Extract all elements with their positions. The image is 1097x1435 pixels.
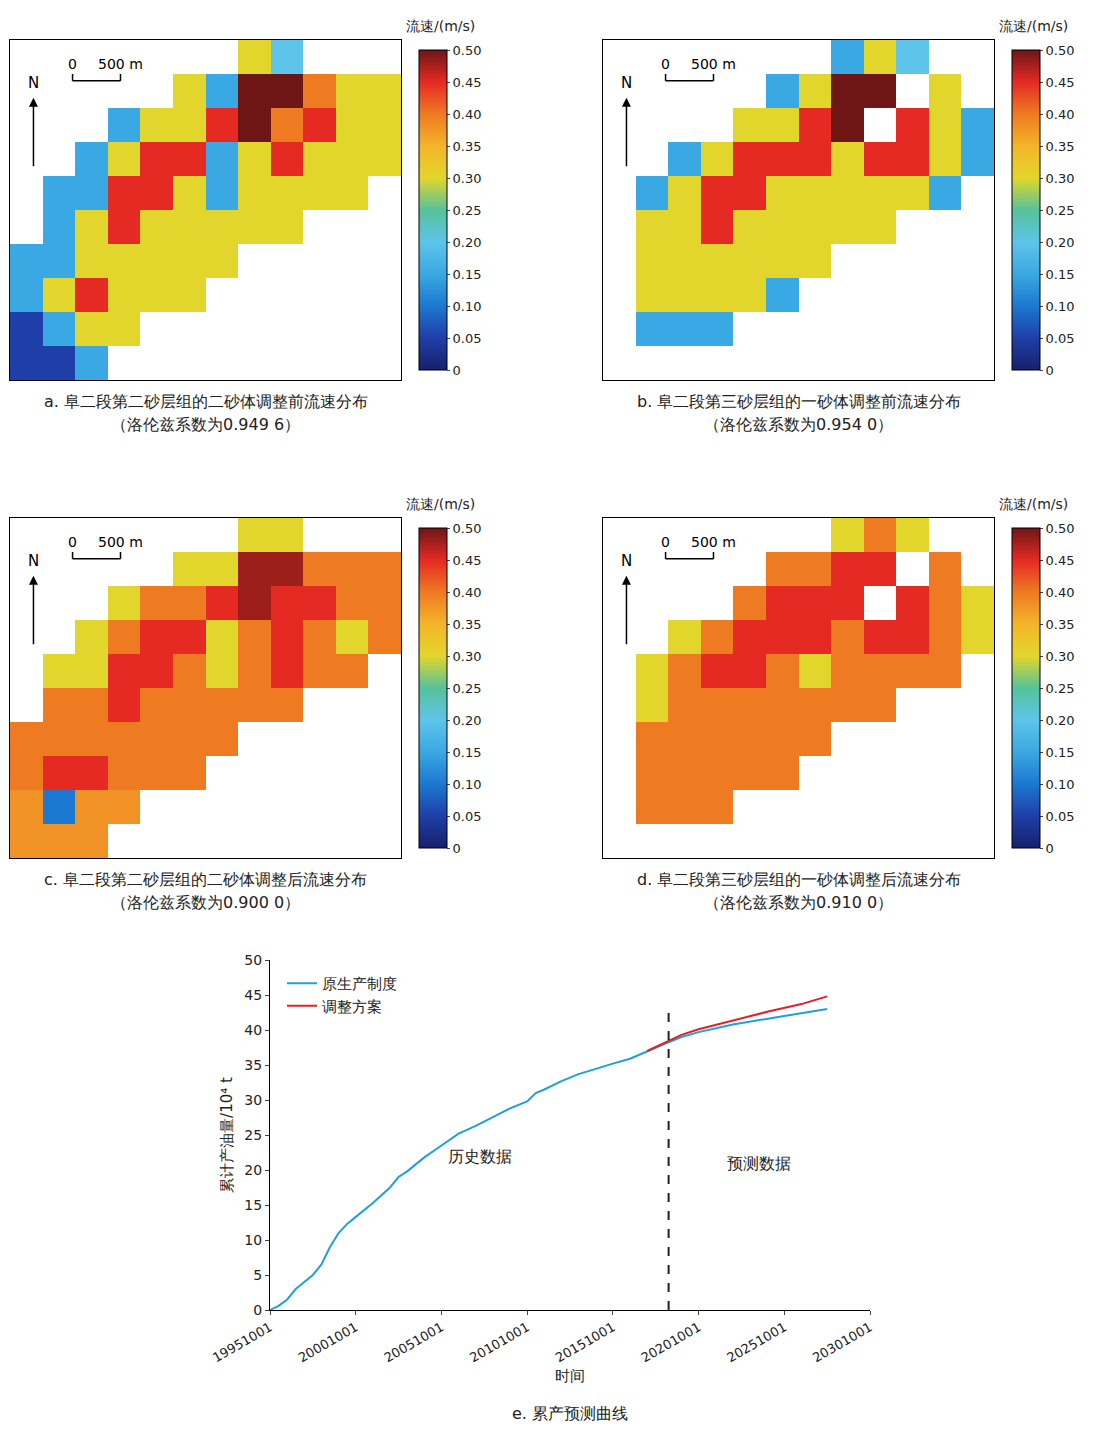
svg-text:0.15: 0.15: [1046, 745, 1075, 760]
svg-text:N: N: [28, 74, 39, 92]
svg-text:0.10: 0.10: [453, 777, 482, 792]
svg-text:35: 35: [244, 1057, 262, 1073]
svg-text:0.45: 0.45: [1046, 75, 1075, 90]
svg-text:0.10: 0.10: [453, 299, 482, 314]
svg-text:0.35: 0.35: [1046, 139, 1075, 154]
svg-text:0.25: 0.25: [453, 203, 482, 218]
svg-text:调整方案: 调整方案: [322, 998, 382, 1016]
svg-text:0.20: 0.20: [453, 713, 482, 728]
svg-text:20151001: 20151001: [553, 1319, 618, 1365]
svg-text:0.25: 0.25: [453, 681, 482, 696]
svg-text:0.05: 0.05: [453, 809, 482, 824]
svg-text:0.30: 0.30: [453, 171, 482, 186]
svg-text:0.15: 0.15: [1046, 267, 1075, 282]
svg-text:0.35: 0.35: [453, 617, 482, 632]
svg-text:0.45: 0.45: [453, 75, 482, 90]
svg-text:累计产油量/10⁴ t: 累计产油量/10⁴ t: [218, 1077, 236, 1193]
svg-text:d. 阜二段第三砂层组的一砂体调整后流速分布: d. 阜二段第三砂层组的一砂体调整后流速分布: [637, 870, 961, 889]
svg-text:0.20: 0.20: [1046, 713, 1075, 728]
svg-text:0.15: 0.15: [453, 745, 482, 760]
svg-text:0.40: 0.40: [1046, 585, 1075, 600]
svg-text:0: 0: [661, 534, 670, 550]
svg-text:0.35: 0.35: [453, 139, 482, 154]
svg-text:5: 5: [253, 1267, 262, 1283]
svg-text:20: 20: [244, 1162, 262, 1178]
svg-text:b. 阜二段第三砂层组的一砂体调整前流速分布: b. 阜二段第三砂层组的一砂体调整前流速分布: [637, 392, 961, 411]
svg-text:20301001: 20301001: [810, 1319, 875, 1365]
svg-text:0: 0: [453, 363, 461, 378]
svg-text:0.15: 0.15: [453, 267, 482, 282]
svg-text:0.40: 0.40: [453, 107, 482, 122]
svg-text:历史数据: 历史数据: [448, 1147, 512, 1166]
svg-text:0: 0: [1046, 841, 1054, 856]
svg-text:0.45: 0.45: [453, 553, 482, 568]
svg-text:0.40: 0.40: [453, 585, 482, 600]
svg-text:N: N: [621, 74, 632, 92]
svg-text:0: 0: [68, 534, 77, 550]
svg-text:流速/(m/s): 流速/(m/s): [406, 496, 475, 512]
svg-text:（洛伦兹系数为0.910 0）: （洛伦兹系数为0.910 0）: [704, 893, 893, 912]
svg-text:0: 0: [1046, 363, 1054, 378]
svg-text:0: 0: [453, 841, 461, 856]
svg-text:0: 0: [68, 56, 77, 72]
svg-text:0: 0: [253, 1302, 262, 1318]
svg-text:N: N: [28, 552, 39, 570]
svg-text:0.50: 0.50: [1046, 43, 1075, 58]
svg-text:0: 0: [661, 56, 670, 72]
svg-text:0.30: 0.30: [1046, 649, 1075, 664]
svg-text:0.50: 0.50: [453, 43, 482, 58]
svg-text:500 m: 500 m: [98, 534, 143, 550]
svg-text:10: 10: [244, 1232, 262, 1248]
svg-text:15: 15: [244, 1197, 262, 1213]
svg-text:（洛伦兹系数为0.949 6）: （洛伦兹系数为0.949 6）: [111, 415, 300, 434]
svg-text:25: 25: [244, 1127, 262, 1143]
svg-text:时间: 时间: [555, 1367, 585, 1385]
svg-text:0.30: 0.30: [453, 649, 482, 664]
svg-text:45: 45: [244, 987, 262, 1003]
svg-text:N: N: [621, 552, 632, 570]
svg-text:流速/(m/s): 流速/(m/s): [999, 18, 1068, 34]
svg-text:20051001: 20051001: [381, 1319, 446, 1365]
svg-text:500 m: 500 m: [98, 56, 143, 72]
svg-text:20201001: 20201001: [639, 1319, 704, 1365]
svg-text:40: 40: [244, 1022, 262, 1038]
svg-text:e. 累产预测曲线: e. 累产预测曲线: [512, 1404, 628, 1423]
svg-text:0.05: 0.05: [1046, 809, 1075, 824]
svg-text:0.30: 0.30: [1046, 171, 1075, 186]
svg-text:19951001: 19951001: [210, 1319, 275, 1365]
svg-text:0.05: 0.05: [1046, 331, 1075, 346]
svg-text:0.05: 0.05: [453, 331, 482, 346]
svg-text:0.50: 0.50: [453, 521, 482, 536]
svg-text:0.40: 0.40: [1046, 107, 1075, 122]
svg-text:（洛伦兹系数为0.900 0）: （洛伦兹系数为0.900 0）: [111, 893, 300, 912]
svg-text:50: 50: [244, 952, 262, 968]
svg-text:0.10: 0.10: [1046, 299, 1075, 314]
svg-text:20101001: 20101001: [467, 1319, 532, 1365]
svg-text:流速/(m/s): 流速/(m/s): [999, 496, 1068, 512]
svg-text:a. 阜二段第二砂层组的二砂体调整前流速分布: a. 阜二段第二砂层组的二砂体调整前流速分布: [44, 392, 368, 411]
svg-text:c. 阜二段第二砂层组的二砂体调整后流速分布: c. 阜二段第二砂层组的二砂体调整后流速分布: [44, 870, 367, 889]
svg-text:20001001: 20001001: [296, 1319, 361, 1365]
svg-text:500 m: 500 m: [691, 56, 736, 72]
svg-text:0.20: 0.20: [453, 235, 482, 250]
svg-text:0.45: 0.45: [1046, 553, 1075, 568]
svg-text:原生产制度: 原生产制度: [322, 975, 397, 993]
svg-text:500 m: 500 m: [691, 534, 736, 550]
svg-text:（洛伦兹系数为0.954 0）: （洛伦兹系数为0.954 0）: [704, 415, 893, 434]
svg-text:0.35: 0.35: [1046, 617, 1075, 632]
svg-text:流速/(m/s): 流速/(m/s): [406, 18, 475, 34]
svg-text:0.10: 0.10: [1046, 777, 1075, 792]
svg-text:30: 30: [244, 1092, 262, 1108]
svg-text:20251001: 20251001: [724, 1319, 789, 1365]
svg-text:0.20: 0.20: [1046, 235, 1075, 250]
svg-text:0.50: 0.50: [1046, 521, 1075, 536]
svg-text:0.25: 0.25: [1046, 203, 1075, 218]
svg-text:0.25: 0.25: [1046, 681, 1075, 696]
svg-text:预测数据: 预测数据: [727, 1154, 791, 1173]
